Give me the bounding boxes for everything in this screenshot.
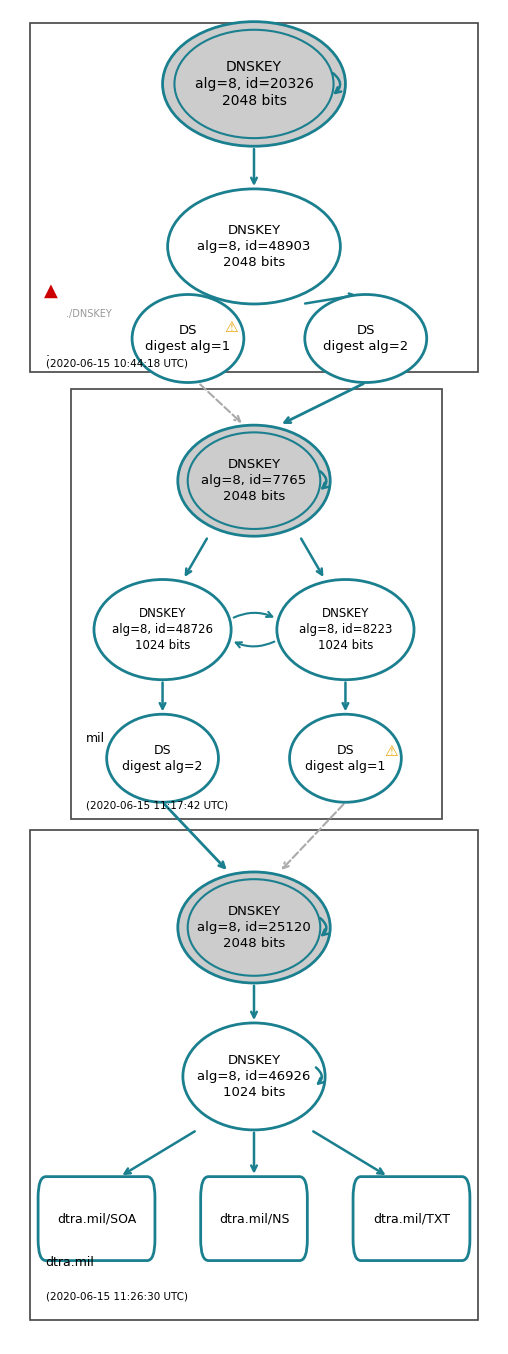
Text: DNSKEY
alg=8, id=8223
1024 bits: DNSKEY alg=8, id=8223 1024 bits [299,607,392,653]
Bar [71,389,442,819]
Text: ⚠: ⚠ [385,743,398,760]
FancyBboxPatch shape [201,1177,307,1261]
Text: dtra.mil/TXT: dtra.mil/TXT [373,1212,450,1225]
Ellipse shape [107,715,218,802]
Bar [30,830,478,1320]
Ellipse shape [188,432,320,529]
Text: (2020-06-15 11:26:30 UTC): (2020-06-15 11:26:30 UTC) [46,1292,188,1301]
Ellipse shape [277,580,414,680]
Ellipse shape [174,30,334,138]
Text: ⚠: ⚠ [225,320,238,336]
Text: dtra.mil/SOA: dtra.mil/SOA [57,1212,136,1225]
Text: DNSKEY
alg=8, id=46926
1024 bits: DNSKEY alg=8, id=46926 1024 bits [197,1053,311,1099]
Ellipse shape [183,1024,325,1129]
Text: (2020-06-15 10:44:18 UTC): (2020-06-15 10:44:18 UTC) [46,359,188,368]
Text: .: . [46,347,50,359]
Text: DS
digest alg=2: DS digest alg=2 [122,743,203,773]
Ellipse shape [178,425,330,536]
Text: dtra.mil/NS: dtra.mil/NS [219,1212,289,1225]
Text: (2020-06-15 11:17:42 UTC): (2020-06-15 11:17:42 UTC) [86,800,229,810]
Text: dtra.mil: dtra.mil [46,1257,94,1269]
Text: DNSKEY
alg=8, id=25120
2048 bits: DNSKEY alg=8, id=25120 2048 bits [197,904,311,951]
Bar [30,23,478,372]
Ellipse shape [188,879,320,976]
Text: DNSKEY
alg=8, id=48903
2048 bits: DNSKEY alg=8, id=48903 2048 bits [197,223,311,269]
Ellipse shape [168,188,340,305]
Text: ./DNSKEY: ./DNSKEY [66,309,112,320]
Text: DS
digest alg=1: DS digest alg=1 [145,324,231,353]
Text: DS
digest alg=1: DS digest alg=1 [305,743,386,773]
Text: mil: mil [86,733,106,745]
Ellipse shape [305,294,427,382]
Text: DS
digest alg=2: DS digest alg=2 [323,324,408,353]
Ellipse shape [163,22,345,146]
Text: DNSKEY
alg=8, id=20326
2048 bits: DNSKEY alg=8, id=20326 2048 bits [195,60,313,108]
Text: ▲: ▲ [44,282,58,301]
Ellipse shape [178,872,330,983]
FancyBboxPatch shape [38,1177,155,1261]
FancyBboxPatch shape [353,1177,470,1261]
Text: DNSKEY
alg=8, id=7765
2048 bits: DNSKEY alg=8, id=7765 2048 bits [201,458,307,504]
Ellipse shape [290,715,401,802]
Ellipse shape [132,294,244,382]
Text: DNSKEY
alg=8, id=48726
1024 bits: DNSKEY alg=8, id=48726 1024 bits [112,607,213,653]
Ellipse shape [94,580,231,680]
